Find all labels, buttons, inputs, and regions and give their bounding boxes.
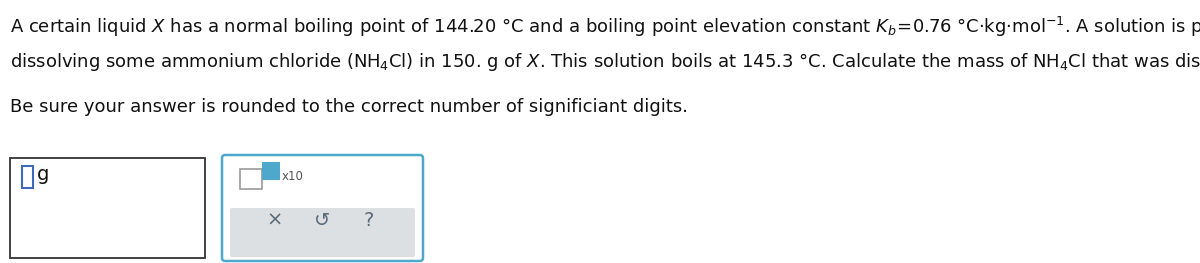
Text: dissolving some ammonium chloride (NH$_4$Cl) in 150. g of $\mathit{X}$. This sol: dissolving some ammonium chloride (NH$_4… <box>10 51 1200 73</box>
FancyBboxPatch shape <box>230 208 415 257</box>
Text: ↺: ↺ <box>314 211 330 230</box>
FancyBboxPatch shape <box>10 158 205 258</box>
Text: ?: ? <box>364 211 374 230</box>
Text: A certain liquid $\mathit{X}$ has a normal boiling point of 144.20 °C and a boil: A certain liquid $\mathit{X}$ has a norm… <box>10 15 1200 39</box>
Text: Be sure your answer is rounded to the correct number of significiant digits.: Be sure your answer is rounded to the co… <box>10 98 688 116</box>
FancyBboxPatch shape <box>263 163 278 179</box>
FancyBboxPatch shape <box>222 155 424 261</box>
Text: ×: × <box>266 211 283 230</box>
FancyBboxPatch shape <box>22 166 34 188</box>
FancyBboxPatch shape <box>240 169 262 189</box>
Text: g: g <box>37 165 49 184</box>
Text: x10: x10 <box>282 170 304 183</box>
